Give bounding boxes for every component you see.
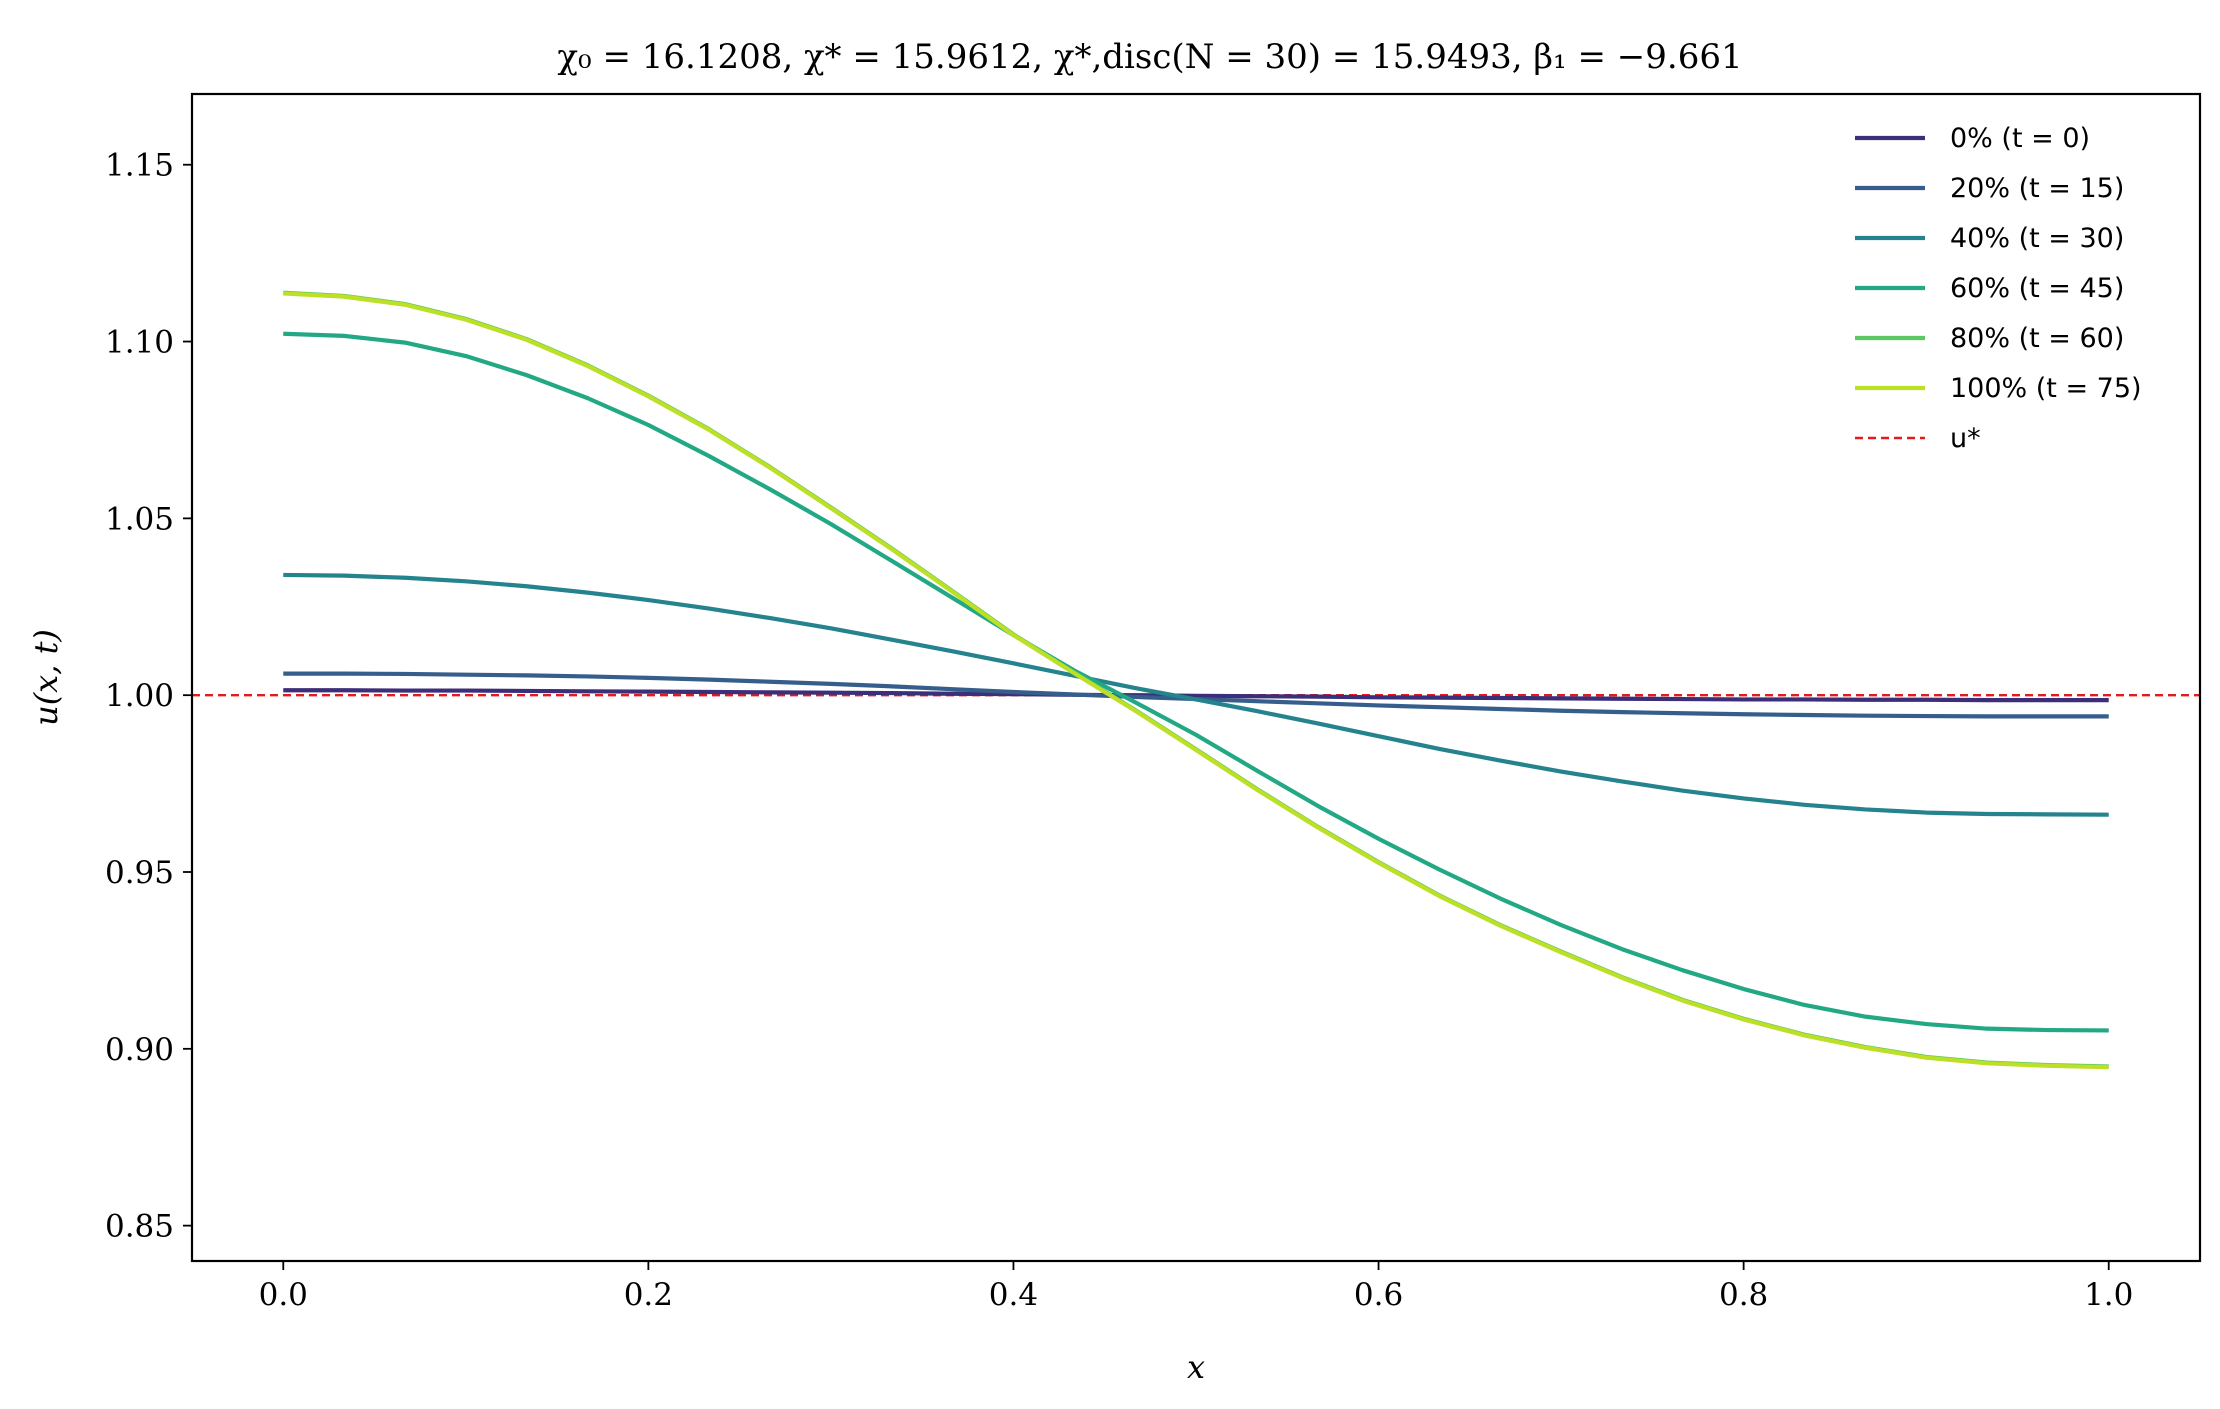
series-line-0 <box>283 688 2109 703</box>
series-line-5 <box>283 291 2109 1070</box>
legend-label: 60% (t = 45) <box>1950 273 2124 304</box>
y-tick-label: 0.95 <box>105 855 174 891</box>
legend: 0% (t = 0) 20% (t = 15) 40% (t = 30) 60% (t… <box>1855 123 2142 454</box>
y-axis-label: u(x, t) <box>27 629 65 726</box>
y-axis: 0.85 0.90 0.95 1.00 1.05 1.10 1.15 <box>105 148 192 1245</box>
y-tick-label: 0.90 <box>105 1032 174 1068</box>
legend-item: 60% (t = 45) <box>1855 273 2124 304</box>
y-tick-label: 1.10 <box>105 325 174 361</box>
legend-label: 80% (t = 60) <box>1950 323 2124 354</box>
y-tick-label: 0.85 <box>105 1209 174 1245</box>
y-tick-label: 1.00 <box>105 678 174 714</box>
series-line-2 <box>283 572 2109 817</box>
legend-item: u* <box>1855 423 1981 454</box>
legend-item: 40% (t = 30) <box>1855 223 2124 254</box>
chart-title: χ₀ = 16.1208, χ* = 15.9612, χ*,disc(N = … <box>557 37 1742 77</box>
legend-label: 0% (t = 0) <box>1950 123 2090 154</box>
legend-label: u* <box>1950 423 1981 454</box>
x-tick-label: 1.0 <box>2084 1277 2133 1313</box>
legend-label: 20% (t = 15) <box>1950 173 2124 204</box>
series-lines <box>192 290 2200 1070</box>
plot-frame <box>190 92 2202 1263</box>
x-tick-label: 0.2 <box>624 1277 673 1313</box>
legend-label: 100% (t = 75) <box>1950 373 2142 404</box>
x-tick-label: 0.4 <box>989 1277 1038 1313</box>
y-tick-label: 1.15 <box>105 148 174 184</box>
x-tick-label: 0.6 <box>1354 1277 1403 1313</box>
y-tick-label: 1.05 <box>105 501 174 537</box>
plot-area <box>192 290 2200 1070</box>
legend-item: 0% (t = 0) <box>1855 123 2090 154</box>
series-line-3 <box>283 331 2109 1033</box>
x-axis-label: x <box>1187 1348 1205 1386</box>
x-tick-label: 0.8 <box>1719 1277 1768 1313</box>
legend-item: 20% (t = 15) <box>1855 173 2124 204</box>
legend-label: 40% (t = 30) <box>1950 223 2124 254</box>
x-tick-label: 0.0 <box>259 1277 308 1313</box>
legend-item: 80% (t = 60) <box>1855 323 2124 354</box>
x-axis: 0.0 0.2 0.4 0.6 0.8 1.0 <box>259 1261 2133 1313</box>
legend-item: 100% (t = 75) <box>1855 373 2142 404</box>
series-line-4 <box>283 290 2109 1069</box>
